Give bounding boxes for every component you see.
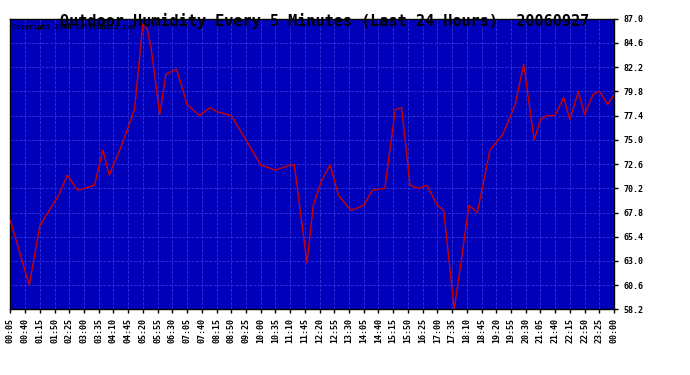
Text: Outdoor Humidity Every 5 Minutes (Last 24 Hours)  20060927: Outdoor Humidity Every 5 Minutes (Last 2… [59,13,589,29]
Text: Copyright 2006 Cartronics.com: Copyright 2006 Cartronics.com [12,23,135,30]
